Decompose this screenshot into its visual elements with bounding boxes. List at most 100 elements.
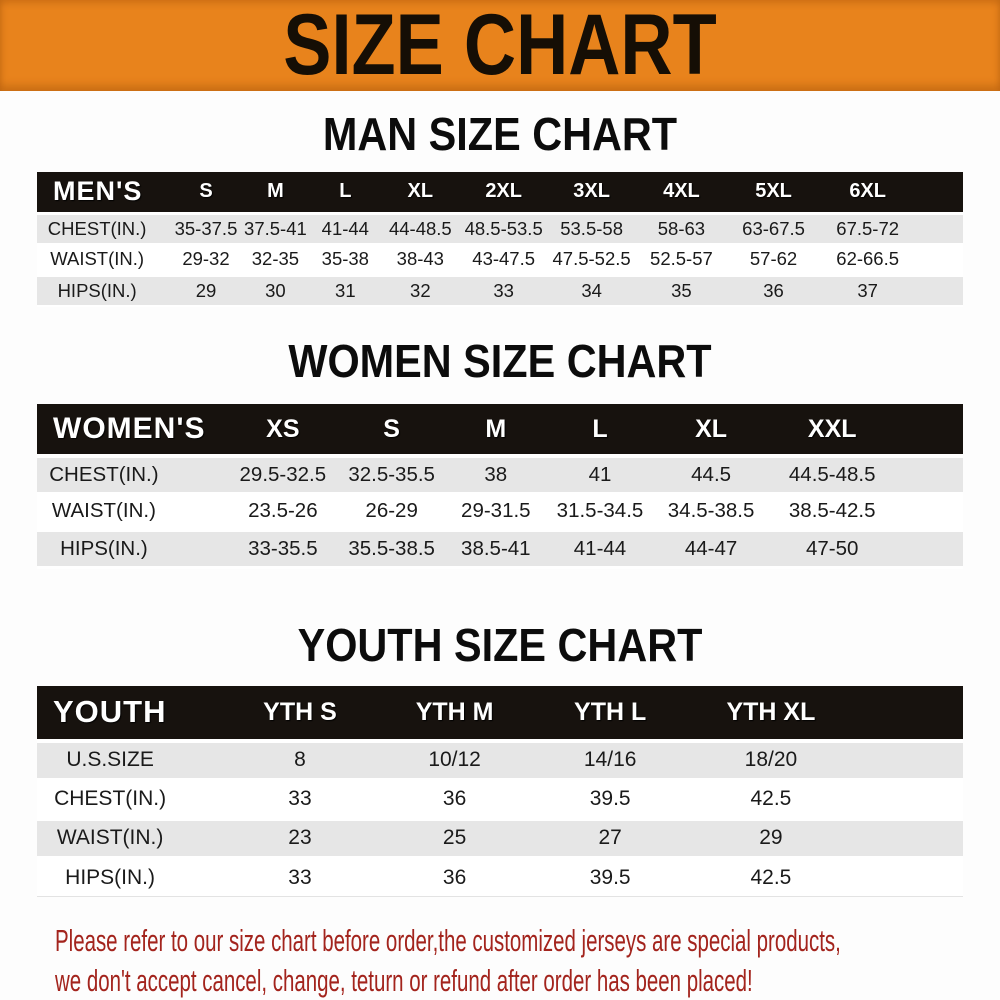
men-size-cell: 38-43 [380,244,461,275]
women-row-label: CHEST(IN.) [37,454,227,495]
men-column-header: 2XL [460,172,548,213]
youth-column-header: YTH S [222,685,378,741]
section-men: MAN SIZE CHART MEN'S S M L XL 2XL 3XL 4XL 5XL 6XL… [0,111,1000,307]
youth-size-cell: 39.5 [531,779,689,819]
youth-size-cell: 18/20 [688,738,963,781]
youth-size-cell: 33 [222,857,378,897]
men-size-cell: 32-35 [240,244,311,275]
youth-size-cell: 14/16 [531,738,689,781]
men-size-cell: 63-67.5 [726,211,821,245]
women-size-cell: 26-29 [338,493,445,530]
footnote: Please refer to our size chart before or… [0,921,1000,1000]
women-table-row: CHEST(IN.) 29.5-32.5 32.5-35.5 38 41 44.5 44.5… [37,454,963,495]
men-size-table: MEN'S S M L XL 2XL 3XL 4XL 5XL 6XL CHEST(IN.) 35-37… [37,172,963,307]
men-size-cell: 67.5-72 [820,211,963,245]
men-row-label: CHEST(IN.) [37,211,172,245]
page-title: SIZE CHART [283,0,717,93]
women-size-cell: 33-35.5 [226,528,339,569]
men-size-cell: 57-62 [726,244,821,275]
women-size-cell: 38.5-42.5 [769,493,963,530]
youth-table-row: U.S.SIZE 8 10/12 14/16 18/20 [37,738,963,781]
men-size-cell: 35 [636,273,727,307]
men-size-cell: 37.5-41 [240,211,311,245]
women-size-table: WOMEN'S XS S M L XL XXL CHEST(IN.) 29.5-32.5 32.5… [37,404,963,569]
youth-size-table: YOUTH YTH S YTH M YTH L YTH XL U.S.SIZE 8 10/12… [37,685,963,897]
women-row-label: HIPS(IN.) [37,528,227,569]
women-size-cell: 35.5-38.5 [338,528,445,569]
men-column-header: 5XL [726,172,821,213]
women-size-cell: 47-50 [769,528,963,569]
men-size-cell: 41-44 [310,211,381,245]
women-size-cell: 38.5-41 [444,528,548,569]
women-column-header: XL [652,404,770,456]
men-column-header: 3XL [547,172,637,213]
women-column-header: L [547,404,653,456]
youth-size-cell: 10/12 [377,738,532,781]
youth-size-cell: 42.5 [688,857,963,897]
men-size-cell: 33 [460,273,548,307]
men-row-label: WAIST(IN.) [37,244,172,275]
youth-column-header: YTH M [377,685,532,741]
men-size-cell: 34 [547,273,637,307]
women-column-header: S [338,404,445,456]
banner: SIZE CHART [0,0,1000,91]
youth-size-cell: 8 [222,738,378,781]
women-size-cell: 23.5-26 [226,493,339,530]
women-size-cell: 32.5-35.5 [338,454,445,495]
youth-size-cell: 39.5 [531,857,689,897]
women-size-cell: 44-47 [652,528,770,569]
women-size-cell: 34.5-38.5 [652,493,770,530]
footnote-line-2: we don't accept cancel, change, teturn o… [55,963,753,998]
women-size-cell: 29.5-32.5 [226,454,339,495]
men-table-row: CHEST(IN.) 35-37.5 37.5-41 41-44 44-48.5 48.5… [37,211,963,245]
youth-header-row: YOUTH YTH S YTH M YTH L YTH XL [37,685,963,741]
women-size-cell: 44.5-48.5 [769,454,963,495]
youth-size-cell: 27 [531,816,689,859]
women-row-label: WAIST(IN.) [37,493,227,530]
men-column-header: S [171,172,241,213]
women-size-cell: 41-44 [547,528,653,569]
women-table-row: HIPS(IN.) 33-35.5 35.5-38.5 38.5-41 41-44 44-… [37,528,963,569]
men-column-header: XL [380,172,461,213]
section-youth: YOUTH SIZE CHART YOUTH YTH S YTH M YTH L YTH… [0,618,1000,897]
men-size-cell: 36 [726,273,821,307]
men-column-header: 6XL [820,172,963,213]
youth-size-cell: 36 [377,779,532,819]
women-column-header: XS [226,404,339,456]
men-size-cell: 35-38 [310,244,381,275]
men-section-title: MAN SIZE CHART [322,108,678,160]
section-women: WOMEN SIZE CHART WOMEN'S XS S M L XL XXL CHEST(… [0,338,1000,569]
women-size-cell: 29-31.5 [444,493,548,530]
women-table-row: WAIST(IN.) 23.5-26 26-29 29-31.5 31.5-34.5 34… [37,493,963,530]
men-size-cell: 44-48.5 [380,211,461,245]
youth-table-row: CHEST(IN.) 33 36 39.5 42.5 [37,779,963,819]
men-size-cell: 37 [820,273,963,307]
women-column-header: XXL [769,404,963,456]
youth-row-label: CHEST(IN.) [37,779,223,819]
men-column-header: 4XL [636,172,727,213]
men-size-cell: 29 [171,273,241,307]
men-table-row: HIPS(IN.) 29 30 31 32 33 34 35 36 37 [37,273,963,307]
youth-size-cell: 25 [377,816,532,859]
men-size-cell: 48.5-53.5 [460,211,548,245]
men-header-label: MEN'S [37,172,172,213]
men-size-cell: 53.5-58 [547,211,637,245]
men-size-cell: 62-66.5 [820,244,963,275]
women-size-cell: 41 [547,454,653,495]
women-size-cell: 38 [444,454,548,495]
youth-size-cell: 33 [222,779,378,819]
women-header-row: WOMEN'S XS S M L XL XXL [37,404,963,456]
women-section-title: WOMEN SIZE CHART [288,335,712,387]
men-size-cell: 32 [380,273,461,307]
men-size-cell: 58-63 [636,211,727,245]
youth-column-header: YTH L [531,685,689,741]
youth-size-cell: 23 [222,816,378,859]
youth-size-cell: 29 [688,816,963,859]
men-column-header: L [310,172,381,213]
youth-table-row: HIPS(IN.) 33 36 39.5 42.5 [37,857,963,897]
youth-size-cell: 36 [377,857,532,897]
youth-section-title: YOUTH SIZE CHART [297,618,703,671]
men-size-cell: 31 [310,273,381,307]
men-size-cell: 35-37.5 [171,211,241,245]
youth-row-label: WAIST(IN.) [37,816,223,859]
